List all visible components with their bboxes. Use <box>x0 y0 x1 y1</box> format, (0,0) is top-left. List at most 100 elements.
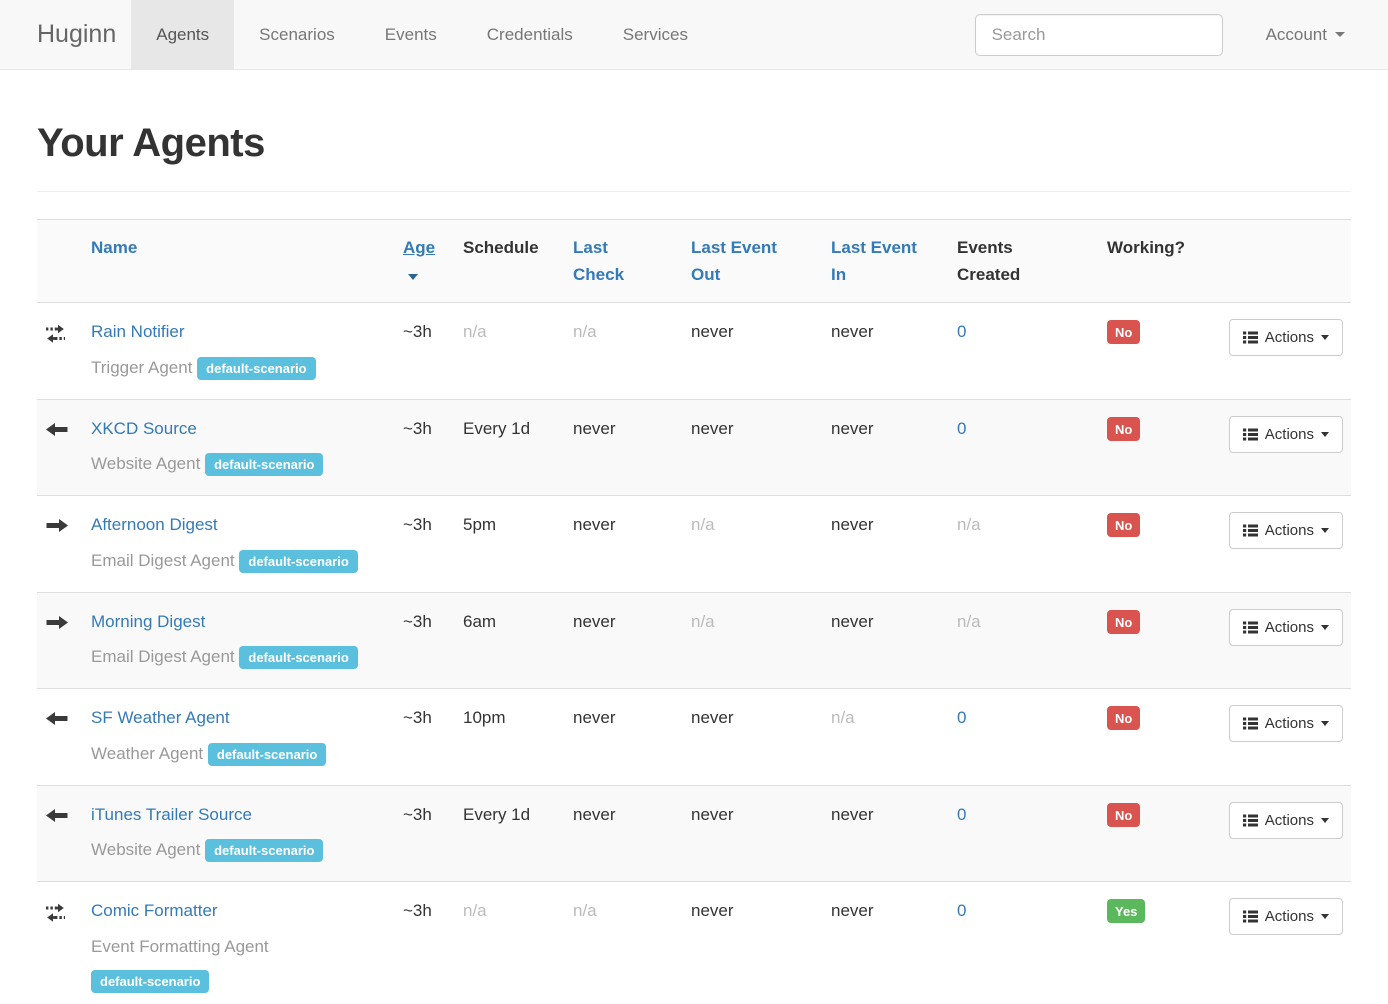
nav-item-agents[interactable]: Agents <box>131 0 235 69</box>
scenario-badge[interactable]: default-scenario <box>205 453 324 477</box>
events-created-link: n/a <box>957 611 981 631</box>
agent-name-link[interactable]: iTunes Trailer Source <box>91 804 252 824</box>
last-event-in-cell: never <box>823 398 949 496</box>
actions-button-label: Actions <box>1264 425 1314 443</box>
scenario-badge[interactable]: default-scenario <box>207 742 327 766</box>
navbar: Huginn Agents Scenarios Events Credentia… <box>0 0 1388 70</box>
last-event-in-cell: never <box>823 784 949 882</box>
last-event-in-cell: never <box>823 495 949 593</box>
events-created-link[interactable]: 0 <box>957 804 967 824</box>
actions-button[interactable]: Actions <box>1228 801 1343 839</box>
events-created-link[interactable]: 0 <box>957 418 967 438</box>
sort-by-last-event-out-link[interactable]: Last Event Out <box>691 238 777 285</box>
events-created-cell: 0 <box>949 881 1099 1004</box>
sort-by-last-event-in-link[interactable]: Last Event In <box>831 238 917 285</box>
agent-flow-cell <box>37 495 83 593</box>
working-cell: Yes <box>1099 881 1209 1004</box>
agent-name-link[interactable]: XKCD Source <box>91 418 197 438</box>
list-icon <box>1242 621 1258 634</box>
last-event-out-cell: never <box>683 688 823 786</box>
agent-subline: Email Digest Agent default-scenario <box>91 544 363 578</box>
events-created-link[interactable]: 0 <box>957 322 967 342</box>
arrow-left-icon <box>46 422 68 436</box>
table-row: Afternoon Digest Email Digest Agent defa… <box>37 495 1351 593</box>
actions-button-label: Actions <box>1264 618 1314 636</box>
scenario-badge[interactable]: default-scenario <box>239 646 358 670</box>
working-cell: No <box>1099 688 1209 786</box>
actions-button[interactable]: Actions <box>1228 898 1343 936</box>
sort-desc-caret <box>408 274 418 281</box>
header-icon-spacer <box>37 219 83 304</box>
agent-type-label: Email Digest Agent <box>91 550 235 570</box>
age-cell: ~3h <box>395 688 455 786</box>
caret-down-icon <box>1321 624 1329 630</box>
agent-name-link[interactable]: Morning Digest <box>91 611 206 631</box>
nav-item-services[interactable]: Services <box>622 24 688 44</box>
actions-button[interactable]: Actions <box>1228 512 1343 550</box>
actions-cell: Actions <box>1209 784 1351 882</box>
schedule-cell: 6am <box>455 591 565 689</box>
agent-subline: Weather Agent default-scenario <box>91 737 363 771</box>
actions-cell: Actions <box>1209 303 1351 400</box>
agent-name-cell: Comic Formatter Event Formatting Agent d… <box>83 881 395 1004</box>
caret-down-icon <box>1321 335 1329 341</box>
agent-flow-cell <box>37 591 83 689</box>
arrow-both-icon <box>46 325 65 344</box>
actions-button[interactable]: Actions <box>1228 319 1343 357</box>
actions-button[interactable]: Actions <box>1228 705 1343 743</box>
agent-name-link[interactable]: Rain Notifier <box>91 322 185 342</box>
list-icon <box>1242 814 1258 827</box>
scenario-badge[interactable]: default-scenario <box>197 356 316 380</box>
agent-name-link[interactable]: Comic Formatter <box>91 901 218 921</box>
sort-by-age-link[interactable]: Age <box>403 238 436 257</box>
events-created-link[interactable]: 0 <box>957 901 967 921</box>
brand-link[interactable]: Huginn <box>37 20 117 48</box>
agents-table-body: Rain Notifier Trigger Agent default-scen… <box>37 303 1351 1004</box>
agent-subline: Event Formatting Agent default-scenario <box>91 930 363 998</box>
agent-flow-cell <box>37 688 83 786</box>
arrow-right-icon <box>46 615 68 629</box>
actions-button[interactable]: Actions <box>1228 608 1343 646</box>
agent-flow-cell <box>37 784 83 882</box>
working-badge: No <box>1107 416 1141 441</box>
caret-down-icon <box>1321 817 1329 823</box>
table-row: Rain Notifier Trigger Agent default-scen… <box>37 303 1351 400</box>
working-badge: No <box>1107 802 1141 827</box>
last-event-out-cell: never <box>683 398 823 496</box>
actions-button-label: Actions <box>1264 329 1314 347</box>
last-event-in-cell: never <box>831 322 874 342</box>
scenario-badge[interactable]: default-scenario <box>205 839 324 863</box>
agent-subline: Website Agent default-scenario <box>91 447 363 481</box>
agent-name-cell: iTunes Trailer Source Website Agent defa… <box>83 784 395 882</box>
divider <box>37 191 1351 192</box>
agent-name-cell: Morning Digest Email Digest Agent defaul… <box>83 591 395 689</box>
table-row: Morning Digest Email Digest Agent defaul… <box>37 591 1351 689</box>
last-event-in-cell: never <box>823 591 949 689</box>
events-created-link: n/a <box>957 515 981 535</box>
nav-item-events[interactable]: Events <box>384 24 437 44</box>
actions-button-label: Actions <box>1264 715 1314 733</box>
actions-cell: Actions <box>1209 591 1351 689</box>
agent-subline: Email Digest Agent default-scenario <box>91 640 363 674</box>
header-events-created: Events Created <box>957 238 1021 285</box>
actions-button[interactable]: Actions <box>1228 415 1343 453</box>
agent-name-link[interactable]: SF Weather Agent <box>91 708 230 728</box>
main-content: Your Agents Name Age Schedule Last Check… <box>0 121 1388 1004</box>
table-row: Comic Formatter Event Formatting Agent d… <box>37 881 1351 1004</box>
scenario-badge[interactable]: default-scenario <box>239 549 358 573</box>
actions-cell: Actions <box>1209 688 1351 786</box>
nav-item-credentials[interactable]: Credentials <box>486 24 573 44</box>
actions-button-label: Actions <box>1264 908 1314 926</box>
last-event-out-cell: never <box>683 784 823 882</box>
account-menu[interactable]: Account <box>1266 25 1345 45</box>
events-created-link[interactable]: 0 <box>957 708 967 728</box>
search-input[interactable] <box>974 13 1223 56</box>
working-badge: No <box>1107 513 1141 538</box>
actions-button-label: Actions <box>1264 522 1314 540</box>
table-row: iTunes Trailer Source Website Agent defa… <box>37 784 1351 882</box>
sort-by-name-link[interactable]: Name <box>91 238 138 257</box>
scenario-badge[interactable]: default-scenario <box>91 969 210 993</box>
sort-by-last-check-link[interactable]: Last Check <box>573 238 625 285</box>
agent-name-link[interactable]: Afternoon Digest <box>91 515 218 535</box>
nav-item-scenarios[interactable]: Scenarios <box>259 24 335 44</box>
